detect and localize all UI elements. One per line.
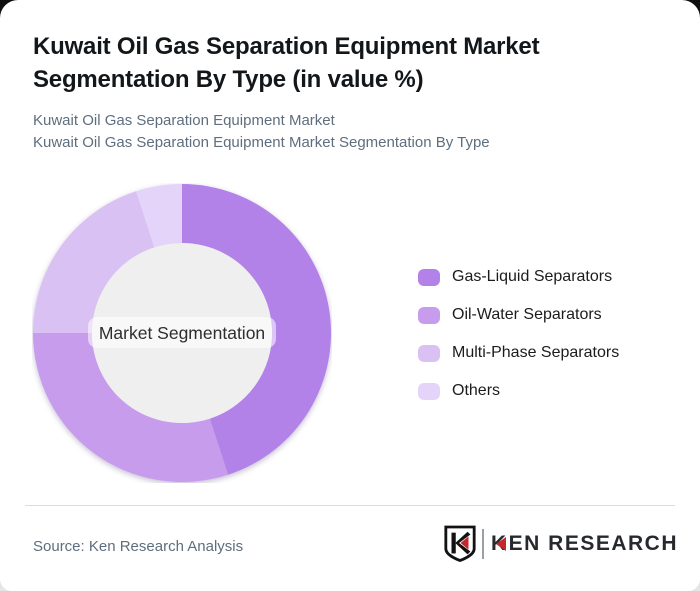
shield-red-triangle <box>460 536 469 550</box>
footer-divider <box>25 505 675 506</box>
legend-label: Gas-Liquid Separators <box>452 268 613 285</box>
pie-slice-gas-liquid-separators[interactable] <box>182 184 332 475</box>
chart-legend: Gas-Liquid Separators Oil-Water Separator… <box>418 265 619 417</box>
subtitle-line-1: Kuwait Oil Gas Separation Equipment Mark… <box>33 112 335 129</box>
pie-slice-others[interactable] <box>135 184 182 248</box>
donut-svg: Market Segmentation <box>33 184 332 483</box>
brand-rest: EN RESEARCH <box>508 532 678 555</box>
legend-label: Multi-Phase Separators <box>452 344 620 361</box>
page-title: Kuwait Oil Gas Separation Equipment Mark… <box>33 33 540 93</box>
subtitle-line-2: Kuwait Oil Gas Separation Equipment Mark… <box>33 134 490 151</box>
legend-swatch <box>418 268 440 286</box>
legend-label: Others <box>452 382 501 399</box>
pie-slice-multi-phase-separators[interactable] <box>33 191 155 333</box>
logo-separator <box>481 529 484 559</box>
legend-item-oil-water-separators[interactable]: Oil-Water Separators <box>418 303 619 327</box>
legend-swatch <box>418 306 440 324</box>
center-label-pill <box>88 317 276 348</box>
legend-item-multi-phase-separators[interactable]: Multi-Phase Separators <box>418 341 619 365</box>
legend-item-gas-liquid-separators[interactable]: Gas-Liquid Separators <box>418 265 619 289</box>
ken-research-logo: K EN RESEARCH <box>443 525 678 563</box>
pie-slice-oil-water-separators[interactable] <box>33 333 229 483</box>
legend-swatch <box>418 382 440 400</box>
source-text: Source: Ken Research Analysis <box>33 538 244 555</box>
chart-subtitles: Kuwait Oil Gas Separation Equipment Mark… <box>33 110 490 154</box>
donut-chart: Market Segmentation <box>32 183 332 483</box>
brand-wordmark: K EN RESEARCH <box>491 532 678 556</box>
shield-icon <box>444 525 476 563</box>
legend-swatch <box>418 344 440 362</box>
legend-label: Oil-Water Separators <box>452 306 602 323</box>
brand-red-triangle-icon <box>495 537 506 551</box>
donut-center-label: Market Segmentation <box>99 323 265 343</box>
legend-item-others[interactable]: Others <box>418 379 619 403</box>
